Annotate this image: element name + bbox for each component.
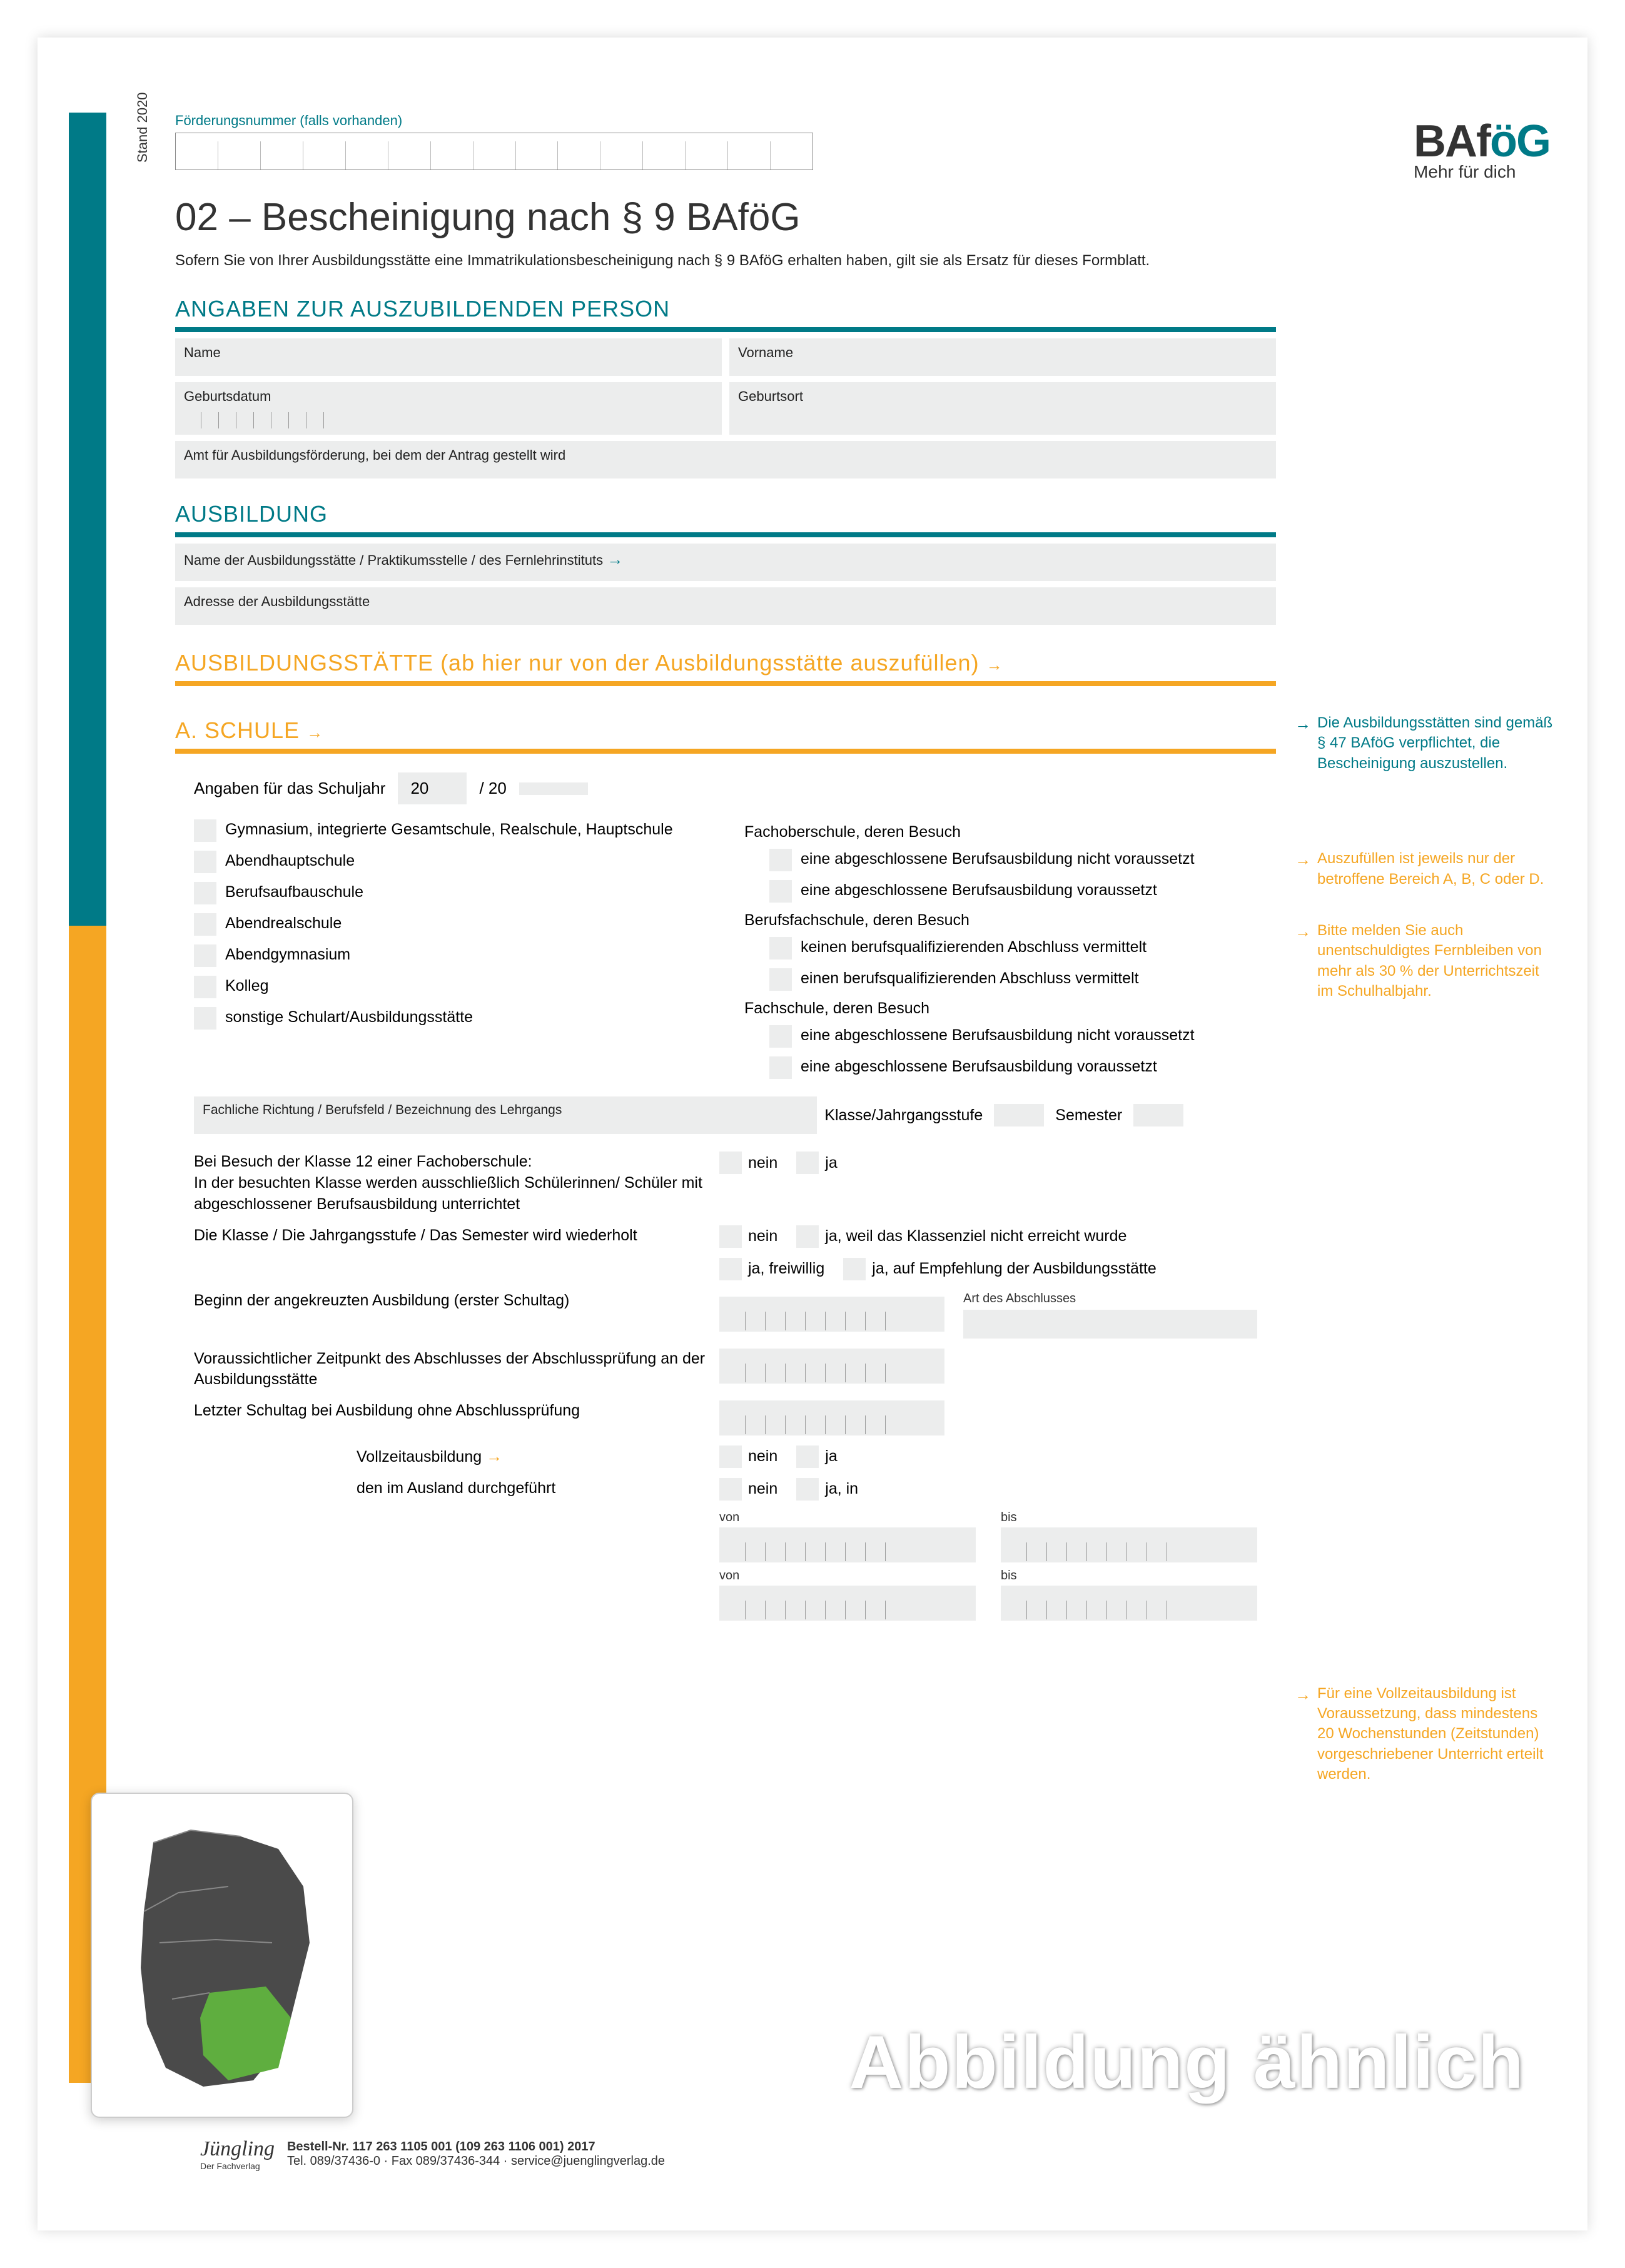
- school-year-label: Angaben für das Schuljahr: [194, 779, 385, 798]
- date-beginn[interactable]: [719, 1297, 944, 1332]
- arrow-icon: →: [1295, 921, 1311, 1002]
- checkbox[interactable]: [769, 849, 792, 871]
- q-letzter-schultag: Letzter Schultag bei Ausbildung ohne Abs…: [194, 1400, 707, 1422]
- arrow-icon: →: [986, 656, 1003, 674]
- field-vorname[interactable]: Vorname: [729, 338, 1276, 376]
- date-bis-1[interactable]: [1001, 1527, 1257, 1562]
- field-geburtsdatum[interactable]: Geburtsdatum: [175, 382, 722, 435]
- publisher-logo: Jüngling: [200, 2137, 275, 2161]
- sub-heading: Fachoberschule, deren Besuch: [744, 823, 1257, 841]
- section-person-heading: ANGABEN ZUR AUSZUBILDENDEN PERSON: [175, 296, 1276, 322]
- funding-number-label: Förderungsnummer (falls vorhanden): [175, 113, 1276, 129]
- checkbox[interactable]: [769, 880, 792, 903]
- checkbox[interactable]: [719, 1225, 742, 1248]
- field-art-abschluss[interactable]: [963, 1310, 1257, 1339]
- date-von-1[interactable]: [719, 1527, 976, 1562]
- checkbox[interactable]: [796, 1225, 819, 1248]
- checkbox[interactable]: [769, 1056, 792, 1079]
- field-klasse[interactable]: [994, 1104, 1044, 1126]
- field-fachrichtung[interactable]: Fachliche Richtung / Berufsfeld / Bezeic…: [194, 1096, 817, 1134]
- field-inst-addr[interactable]: Adresse der Ausbildungsstätte: [175, 587, 1276, 625]
- checkbox[interactable]: [194, 882, 216, 904]
- checkbox[interactable]: [194, 1007, 216, 1030]
- side-note-4: → Für eine Vollzeitausbildung ist Voraus…: [1295, 1684, 1557, 1785]
- date-letzter[interactable]: [719, 1400, 944, 1435]
- footer: Jüngling Der Fachverlag Bestell-Nr. 117 …: [200, 2137, 665, 2171]
- section-ausbildung-heading: AUSBILDUNG: [175, 501, 1276, 527]
- q-wiederholt: Die Klasse / Die Jahrgangsstufe / Das Se…: [194, 1225, 707, 1247]
- rule: [175, 681, 1276, 686]
- arrow-icon: →: [607, 550, 623, 569]
- section-a-heading: A. SCHULE →: [175, 717, 1276, 744]
- teal-sidebar-bar: [69, 113, 106, 926]
- checkbox[interactable]: [719, 1478, 742, 1501]
- arrow-icon: →: [1295, 849, 1311, 889]
- germany-map-icon: [116, 1818, 328, 2093]
- arrow-icon: →: [1295, 713, 1311, 774]
- field-amt[interactable]: Amt für Ausbildungsförderung, bei dem de…: [175, 441, 1276, 478]
- checkbox[interactable]: [796, 1445, 819, 1468]
- checkbox[interactable]: [194, 976, 216, 998]
- checkbox[interactable]: [194, 944, 216, 967]
- checkbox[interactable]: [719, 1445, 742, 1468]
- rule: [175, 532, 1276, 537]
- q-vollzeit: Vollzeitausbildung →: [194, 1445, 707, 1468]
- field-geburtsort[interactable]: Geburtsort: [729, 382, 1276, 435]
- section-staette-heading: AUSBILDUNGSSTÄTTE (ab hier nur von der A…: [175, 650, 1276, 676]
- year-to[interactable]: [519, 782, 588, 795]
- checkbox[interactable]: [194, 819, 216, 842]
- checkbox[interactable]: [769, 937, 792, 959]
- checkbox[interactable]: [796, 1478, 819, 1501]
- sub-heading: Berufsfachschule, deren Besuch: [744, 911, 1257, 929]
- arrow-icon: →: [486, 1447, 502, 1466]
- side-note-2: → Auszufüllen ist jeweils nur der betrof…: [1295, 849, 1557, 889]
- checkbox[interactable]: [719, 1152, 742, 1174]
- checkbox[interactable]: [769, 1025, 792, 1048]
- checkbox[interactable]: [719, 1258, 742, 1280]
- checkbox[interactable]: [194, 851, 216, 873]
- funding-number-input[interactable]: [175, 133, 813, 170]
- date-bis-2[interactable]: [1001, 1586, 1257, 1621]
- arrow-icon: →: [1295, 1684, 1311, 1785]
- date-abschluss[interactable]: [719, 1349, 944, 1384]
- q-klasse12: Bei Besuch der Klasse 12 einer Fachobers…: [194, 1152, 707, 1215]
- q-abschluss-zeitpunkt: Voraussichtlicher Zeitpunkt des Abschlus…: [194, 1349, 707, 1391]
- year-from[interactable]: 20: [398, 772, 467, 804]
- q-beginn: Beginn der angekreuzten Ausbildung (erst…: [194, 1290, 707, 1312]
- checkbox[interactable]: [769, 968, 792, 991]
- q-ausland: den im Ausland durchgeführt: [194, 1478, 707, 1499]
- intro-text: Sofern Sie von Ihrer Ausbildungsstätte e…: [175, 251, 1263, 271]
- rule: [175, 327, 1276, 332]
- checkbox[interactable]: [796, 1152, 819, 1174]
- arrow-icon: →: [306, 723, 323, 742]
- field-inst-name[interactable]: Name der Ausbildungsstätte / Praktikumss…: [175, 544, 1276, 581]
- side-note-3: → Bitte melden Sie auch unentschuldigtes…: [1295, 921, 1557, 1002]
- watermark-text: Abbildung ähnlich: [849, 2019, 1525, 2105]
- checkbox[interactable]: [843, 1258, 866, 1280]
- field-name[interactable]: Name: [175, 338, 722, 376]
- stand-year: Stand 2020: [134, 92, 151, 163]
- checkbox[interactable]: [194, 913, 216, 936]
- date-von-2[interactable]: [719, 1586, 976, 1621]
- sub-heading: Fachschule, deren Besuch: [744, 1000, 1257, 1018]
- rule: [175, 749, 1276, 754]
- field-semester[interactable]: [1133, 1104, 1183, 1126]
- germany-map-thumbnail: [91, 1793, 353, 2118]
- page-title: 02 – Bescheinigung nach § 9 BAföG: [175, 195, 1276, 240]
- side-note-1: → Die Ausbildungsstätten sind gemäß § 47…: [1295, 713, 1557, 774]
